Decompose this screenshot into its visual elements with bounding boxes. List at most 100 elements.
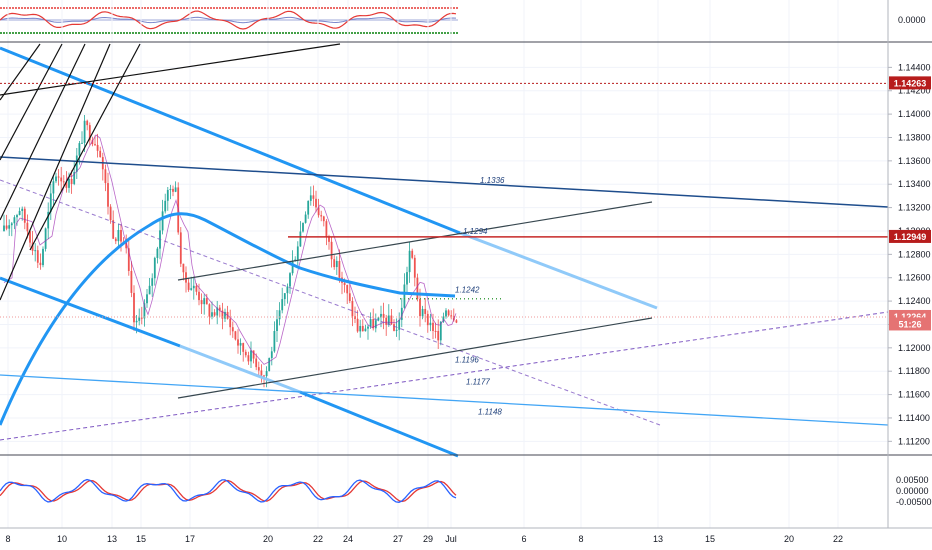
x-tick-label: 6 — [521, 534, 526, 544]
candle-body — [135, 320, 138, 323]
candle-body — [153, 257, 156, 279]
wedge-lower-line — [177, 317, 653, 399]
x-tick-label: 29 — [423, 534, 433, 544]
candle-body — [450, 315, 453, 317]
candle-body — [333, 259, 336, 268]
candle-body — [312, 195, 315, 199]
candle-body — [413, 257, 416, 278]
candle-body — [39, 262, 42, 266]
candle-body — [231, 327, 234, 332]
candle-body — [133, 292, 135, 323]
candle-body — [421, 308, 424, 317]
candle-body — [244, 351, 247, 356]
candle-body — [112, 220, 115, 239]
candle-body — [304, 214, 307, 223]
price-badge — [889, 76, 931, 90]
candle-body — [146, 294, 148, 304]
candle-body — [325, 221, 328, 237]
lower-osc-signal — [0, 479, 457, 503]
candle-body — [289, 273, 291, 287]
candle-body — [211, 312, 213, 317]
candle-body — [452, 315, 455, 321]
candle-body — [432, 322, 434, 331]
x-tick-label: Jul — [445, 534, 457, 544]
candle-body — [351, 301, 354, 317]
candle-body — [445, 310, 447, 317]
candle-body — [91, 140, 94, 145]
candle-body — [343, 282, 346, 286]
candle-body — [55, 176, 57, 182]
candle-body — [369, 319, 372, 327]
y-tick-label: 1.12600 — [898, 273, 931, 283]
y-tick-label: 1.11800 — [898, 366, 930, 376]
candle-body — [302, 222, 304, 232]
candle-body — [81, 142, 83, 144]
candle-body — [34, 250, 37, 252]
y-tick-label: 1.13400 — [898, 179, 931, 189]
x-tick-label: 24 — [343, 534, 353, 544]
candle-body — [117, 230, 120, 242]
candle-body — [49, 193, 52, 212]
x-tick-label: 8 — [5, 534, 10, 544]
candle-body — [439, 321, 442, 341]
long-support-line — [0, 374, 889, 426]
price-panel: 1.1336 1.1294 1.1242 1.1196 1.1177 1.1148 — [0, 0, 889, 528]
candle-body — [190, 288, 193, 290]
candle-body — [140, 317, 143, 319]
moving-average-fast — [3, 134, 457, 365]
candle-body — [120, 230, 122, 242]
candle-body — [18, 210, 21, 216]
y-tick-label: 1.14400 — [898, 62, 931, 72]
candle-body — [252, 350, 255, 359]
candle-body — [408, 250, 411, 273]
y-tick-label: 1.13600 — [898, 156, 931, 166]
candle-body — [151, 278, 154, 286]
candle-body — [130, 270, 133, 293]
channel-lower-line — [0, 276, 181, 348]
candle-body — [455, 320, 458, 323]
level-label: 1.1294 — [463, 227, 488, 236]
fan-line — [0, 43, 111, 301]
candle-body — [205, 298, 208, 305]
candle-body — [385, 317, 388, 325]
candle-body — [5, 225, 8, 229]
candle-body — [268, 358, 271, 372]
x-tick-label: 22 — [313, 534, 323, 544]
candle-body — [372, 319, 375, 329]
x-tick-label: 15 — [136, 534, 146, 544]
candle-body — [29, 231, 31, 243]
candle-body — [179, 232, 182, 264]
candle-body — [229, 318, 232, 328]
price-badge — [889, 317, 931, 331]
candle-body — [315, 198, 317, 208]
candle-body — [26, 222, 29, 232]
candle-body — [320, 215, 323, 217]
candle-body — [31, 242, 34, 251]
candle-body — [218, 307, 221, 311]
candle-body — [156, 248, 159, 258]
candle-body — [307, 200, 310, 215]
candle-body — [260, 370, 263, 376]
candle-body — [195, 285, 198, 292]
wedge-upper-line — [177, 201, 653, 281]
candle-body — [68, 178, 70, 188]
candle-body — [96, 144, 99, 151]
candle-body — [224, 311, 226, 319]
candle-body — [447, 310, 450, 316]
candle-body — [359, 325, 362, 332]
lower-osc-line — [0, 478, 457, 503]
candle-body — [426, 313, 429, 326]
candle-body — [73, 171, 76, 184]
candle-body — [364, 328, 367, 332]
candle-body — [234, 331, 237, 340]
upper-oscillator-panel — [0, 7, 458, 34]
candle-body — [330, 241, 333, 260]
candle-body — [374, 320, 377, 329]
candle-body — [286, 286, 289, 294]
y-tick-label: 1.14000 — [898, 109, 931, 119]
candle-body — [60, 177, 63, 182]
candle-body — [416, 277, 419, 299]
candle-body — [94, 144, 96, 146]
candle-body — [88, 125, 91, 141]
